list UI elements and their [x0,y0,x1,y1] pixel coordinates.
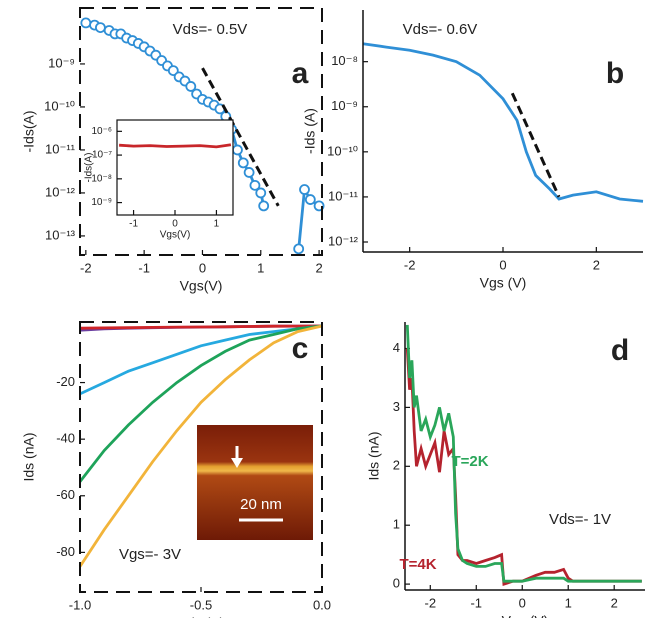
afm-image: 20 nm [197,425,313,540]
x-tick-label: 1 [214,219,220,230]
y-tick-label: 2 [393,458,400,473]
y-tick-label: 10⁻¹¹ [328,188,359,203]
y-tick-label: -80 [56,544,75,559]
panel: 10⁻⁸ 10⁻⁹ 10⁻¹⁰ 10⁻¹¹ 10⁻¹² -2 0 2 Vgs (V) -Ids (… [302,10,643,291]
y-tick-label: 4 [393,340,400,355]
x-axis-title: Vgs(V) [180,278,223,294]
x-tick-label: -1 [129,219,138,230]
y-tick-label: 10⁻¹³ [45,227,76,242]
data-point [96,23,105,32]
x-tick-label: 1 [565,595,572,610]
y-tick-label: 10⁻⁷ [92,150,112,161]
x-tick-label: 0.0 [313,597,331,612]
x-tick-label: 0 [499,257,506,272]
data-line [80,326,322,328]
inset-frame [117,120,233,215]
y-tick-label: -40 [56,431,75,446]
panel-letter: b [606,57,624,90]
data-point [256,188,265,197]
y-tick-label: 10⁻¹² [45,184,76,199]
x-tick-label: -1 [470,595,482,610]
x-tick-label: 0 [172,219,178,230]
x-tick-label: 0 [519,595,526,610]
annotation: Vds=- 1V [549,511,611,528]
figure: 10⁻⁹ 10⁻¹⁰ 10⁻¹¹ 10⁻¹² 10⁻¹³ -2 -1 0 1 2 Vgs(V) -Id… [0,0,648,618]
y-tick-label: 10⁻⁹ [331,98,358,113]
y-axis-title: -Ids (A) [302,108,318,154]
x-tick-label: -2 [404,257,416,272]
page: {"chart_data": [ {"type": "line", "label… [0,0,648,618]
data-line [363,44,643,202]
data-point [306,195,315,204]
x-tick-label: -1 [138,260,150,275]
x-tick-label: 2 [593,257,600,272]
x-tick-label: 2 [611,595,618,610]
y-axis-title: Ids (nA) [21,432,37,481]
x-tick-label: -0.5 [190,597,212,612]
annotation: Vgs=- 3V [119,546,181,563]
y-tick-label: 10⁻⁹ [91,197,112,208]
panel-letter: c [292,332,309,365]
x-axis-title: Vgs (V) [480,275,527,291]
annotation: T=2K [451,453,488,470]
annotation: Vds=- 0.5V [173,21,248,38]
x-axis-title: Vgs(V) [160,230,191,241]
data-point [245,168,254,177]
y-tick-label: 10⁻⁹ [48,55,75,70]
data-point [300,185,309,194]
afm-background [197,425,313,540]
y-axis-title: -Ids(A) [21,111,37,153]
y-tick-label: 10⁻¹⁰ [327,143,358,158]
x-tick-label: 1 [257,260,264,275]
panel: 0 1 2 3 4 -2 -1 0 1 2 Vgs (V) Ids (nA) d T=2K T=4K Vds=… [366,322,645,618]
y-tick-label: -20 [56,374,75,389]
annotation: Vds=- 0.6V [403,21,478,38]
scale-bar-label: 20 nm [240,496,282,513]
data-point [259,201,268,210]
y-tick-label: 0 [393,576,400,591]
y-tick-label: 10⁻⁶ [91,126,112,137]
x-tick-label: 0 [199,260,206,275]
y-tick-label: 10⁻¹¹ [45,141,76,156]
data-point [294,244,303,253]
fit-line [512,93,559,197]
panel-letter: a [292,57,309,90]
annotation: T=4K [399,556,436,573]
y-axis-title: -Ids(A) [84,153,95,183]
x-tick-label: -2 [425,595,437,610]
data-line [407,349,642,585]
y-tick-label: 1 [393,517,400,532]
y-tick-label: 10⁻⁸ [331,53,358,68]
y-tick-label: -60 [56,487,75,502]
data-point [233,145,242,154]
x-axis-title: Vgs (V) [502,613,549,618]
data-point [81,18,90,27]
x-tick-label: 2 [315,260,322,275]
y-tick-label: 10⁻¹² [328,233,359,248]
x-tick-label: -1.0 [69,597,91,612]
y-axis-title: Ids (nA) [366,431,382,480]
data-point [239,158,248,167]
y-tick-label: 3 [393,399,400,414]
x-tick-label: -2 [80,260,92,275]
y-tick-label: 10⁻¹⁰ [44,98,75,113]
panel-letter: d [611,334,629,367]
